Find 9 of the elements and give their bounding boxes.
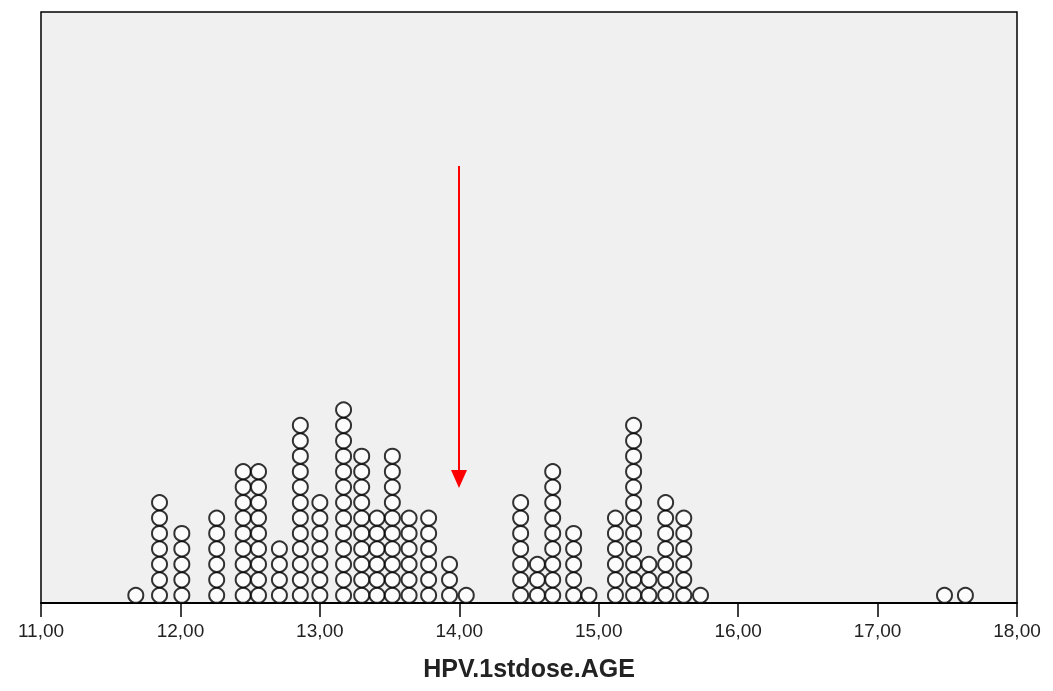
x-tick-label: 18,00: [993, 620, 1041, 641]
x-tick-label: 12,00: [156, 620, 205, 641]
x-tick-label: 17,00: [853, 620, 902, 641]
x-tick-label: 11,00: [17, 620, 65, 641]
x-axis-title: HPV.1stdose.AGE: [423, 653, 635, 682]
x-tick-label: 14,00: [435, 620, 484, 641]
x-tick-label: 13,00: [296, 620, 344, 641]
x-tick-label: 15,00: [574, 620, 623, 641]
x-tick-label: 16,00: [714, 620, 762, 641]
